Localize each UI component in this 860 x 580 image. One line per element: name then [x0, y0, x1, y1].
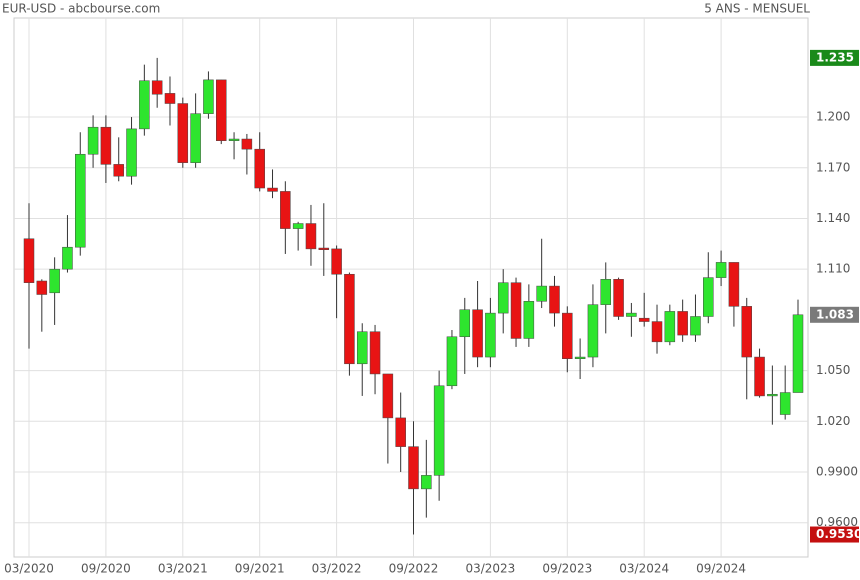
candle-body [510, 282, 522, 339]
y-tick-label: 1.170 [816, 160, 850, 174]
candle-body [62, 246, 73, 270]
x-tick-label: 09/2024 [696, 562, 746, 576]
candle-body [177, 103, 189, 163]
candle-body [331, 248, 342, 275]
candle-body [356, 331, 368, 365]
candle-body [36, 280, 48, 295]
x-tick-label: 03/2021 [158, 562, 208, 576]
y-tick-label: 1.110 [816, 262, 850, 276]
candle-body [703, 277, 714, 317]
price-marker-label: 0.9530 [816, 527, 860, 541]
candle-body [485, 312, 496, 358]
candle-body [139, 80, 150, 130]
candle-body [87, 126, 99, 155]
candle-body [677, 311, 688, 336]
x-tick-label: 03/2024 [619, 562, 669, 576]
candle-body [562, 312, 573, 359]
candle-body [779, 392, 791, 415]
candle-body [344, 273, 355, 365]
candle-body [536, 285, 547, 302]
candle-body [75, 153, 86, 248]
x-tick-label: 03/2020 [4, 562, 54, 576]
price-marker-label: 1.235 [816, 50, 854, 64]
x-tick-label: 09/2020 [81, 562, 131, 576]
candle-body [741, 306, 752, 358]
candle-body [472, 309, 483, 358]
y-tick-label: 1.140 [816, 211, 850, 225]
candle-body [395, 417, 406, 447]
candle-body [190, 113, 201, 163]
candle-body [305, 223, 317, 250]
y-tick-label: 1.050 [816, 363, 850, 377]
candle-body [754, 356, 765, 397]
candle-body [241, 138, 253, 150]
candle-body [421, 475, 432, 490]
candle-body [728, 262, 740, 307]
candle-body [292, 223, 304, 229]
chart-subtitle: 5 ANS - MENSUEL [704, 2, 810, 16]
candle-body [613, 279, 624, 317]
candle-body [49, 268, 60, 294]
candle-body [318, 247, 330, 250]
candle-body [254, 148, 265, 189]
candle-body [574, 356, 586, 359]
candle-body [164, 93, 176, 104]
candle-body [228, 138, 240, 141]
candle-body [126, 128, 137, 177]
candle-body [100, 126, 112, 165]
x-tick-label: 03/2022 [312, 562, 362, 576]
candle-body [113, 164, 124, 177]
candle-body [203, 79, 214, 114]
candle-body [523, 301, 535, 339]
candle-body [690, 316, 701, 336]
y-tick-label: 0.9900 [816, 464, 858, 478]
candle-body [767, 393, 778, 397]
price-marker [810, 306, 859, 323]
chart-title: EUR-USD - abcbourse.com [2, 2, 160, 16]
y-tick-label: 0.9600 [816, 515, 858, 529]
candle-body [792, 314, 804, 393]
candle-body [497, 282, 509, 314]
candle-body [651, 321, 663, 343]
candle-body [382, 373, 394, 419]
candle-body [433, 385, 445, 476]
candle-body [587, 304, 599, 358]
candle-body [151, 80, 163, 95]
candle-body [267, 187, 278, 192]
candle-body [408, 446, 419, 490]
x-tick-label: 03/2023 [465, 562, 515, 576]
x-tick-label: 09/2022 [389, 562, 439, 576]
y-tick-label: 1.020 [816, 414, 850, 428]
candle-body [715, 262, 727, 278]
x-tick-label: 09/2021 [235, 562, 285, 576]
candle-body [369, 331, 381, 375]
candle-body [549, 285, 560, 314]
price-marker-label: 1.083 [816, 307, 854, 321]
price-marker [810, 49, 859, 66]
candle-body [23, 238, 35, 283]
candle-body [280, 191, 291, 229]
candle-body [216, 79, 227, 141]
y-tick-label: 1.200 [816, 110, 850, 124]
x-tick-label: 09/2023 [542, 562, 592, 576]
candle-body [459, 309, 471, 338]
candle-body [600, 279, 611, 305]
candle-body [446, 336, 458, 387]
price-marker [810, 526, 859, 543]
candle-body [626, 312, 637, 317]
candle-body [638, 317, 650, 322]
candle-body [664, 311, 676, 343]
